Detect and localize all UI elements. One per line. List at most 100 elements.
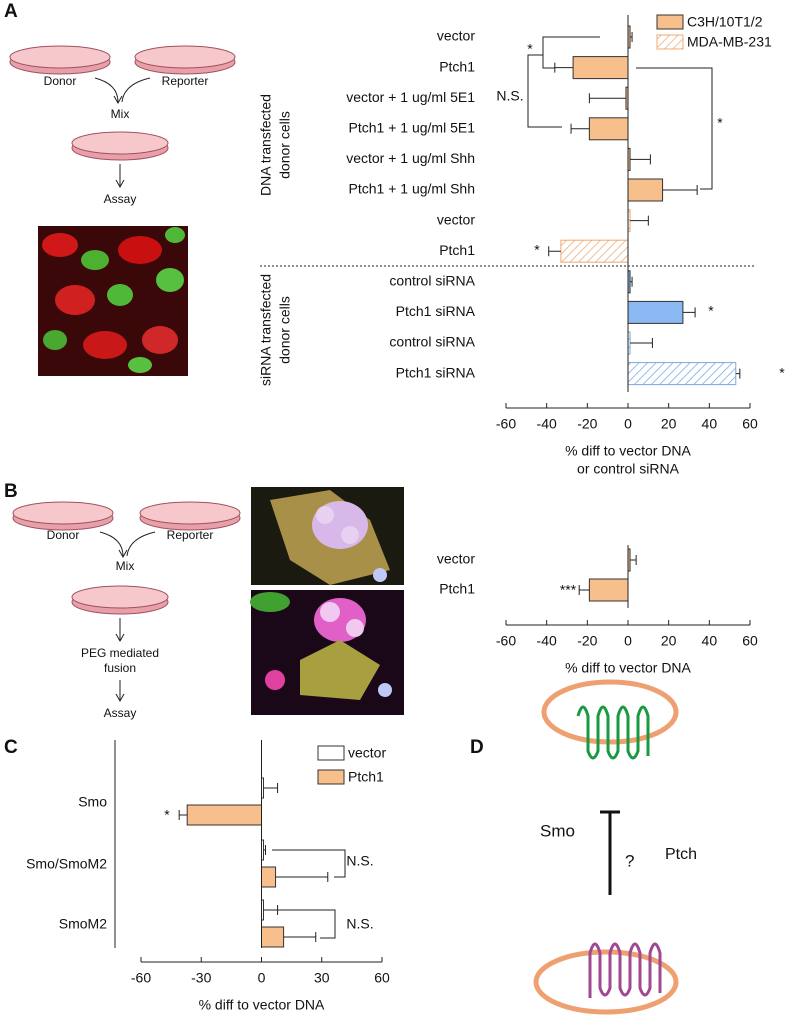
bar (261, 926, 285, 948)
bracket (542, 36, 600, 69)
annotation: * (534, 242, 540, 258)
diagram-label: Reporter (162, 74, 209, 88)
error-bar (283, 932, 317, 942)
error-bar (630, 154, 651, 165)
dish (12, 501, 114, 531)
diagram-label: Assay (104, 192, 137, 206)
error-bar (682, 307, 696, 318)
y-tick-label: SmoM2 (59, 916, 107, 932)
dish (134, 45, 236, 75)
bar (186, 804, 262, 826)
error-bar (662, 185, 698, 195)
error-bar (275, 872, 329, 882)
legend-label: Ptch1 (348, 769, 384, 785)
diagram-label: Assay (104, 706, 137, 720)
legend-swatch (656, 14, 684, 30)
x-axis-title: % diff to vector DNA (199, 997, 325, 1013)
error-bar (578, 585, 590, 595)
y-tick-label: Ptch1 + 1 ug/ml 5E1 (349, 120, 476, 136)
diagram-label: ? (625, 851, 634, 870)
group-label: donor cells (277, 296, 293, 364)
error-bar (630, 32, 633, 42)
bar (627, 362, 737, 386)
y-tick-label: Ptch1 + 1 ug/ml Shh (349, 181, 475, 197)
diagram-label: PEG mediated (81, 646, 159, 660)
x-tick-label: 60 (742, 633, 758, 649)
membrane-diagram (533, 679, 679, 1015)
error-bar (263, 783, 279, 793)
error-bar (263, 905, 279, 915)
annotation: *** (560, 582, 577, 598)
bracket (272, 849, 346, 878)
bar (627, 178, 664, 202)
panel-label: B (4, 481, 18, 502)
x-tick-label: 20 (661, 633, 677, 649)
error-bar (554, 62, 574, 73)
arrow (115, 680, 125, 703)
annotation: N.S. (496, 88, 523, 104)
x-tick-label: -60 (131, 970, 151, 986)
annotation: N.S. (346, 853, 373, 869)
bracket (636, 67, 713, 190)
arrow (115, 164, 125, 189)
bracket (527, 54, 562, 128)
x-tick-label: -20 (577, 633, 597, 649)
diagram-label: Reporter (167, 528, 214, 542)
x-tick-label: 0 (624, 633, 632, 649)
diagram-label: Donor (47, 528, 80, 542)
bar (588, 117, 629, 141)
error-bar (263, 845, 267, 855)
x-axis-title: % diff to vector DNA (565, 443, 691, 459)
y-tick-label: Ptch1 (439, 58, 475, 74)
x-tick-label: 0 (624, 416, 632, 432)
y-tick-label: Smo (78, 794, 107, 810)
legend-swatch (317, 769, 345, 785)
x-tick-label: 0 (258, 970, 266, 986)
diagram-label: Donor (44, 74, 77, 88)
legend-swatch (317, 745, 345, 761)
error-bar (630, 555, 637, 565)
bar (261, 866, 277, 888)
group-label: DNA transfected (258, 94, 274, 196)
x-axis-title: or control siRNA (577, 461, 680, 477)
error-bar (588, 93, 626, 104)
dish (71, 585, 169, 615)
x-tick-label: 40 (702, 416, 718, 432)
error-bar (630, 215, 649, 226)
x-axis-title: % diff to vector DNA (565, 660, 691, 676)
diagram-label: Smo (540, 821, 575, 840)
y-tick-label: Ptch1 siRNA (396, 364, 476, 380)
x-tick-label: 30 (314, 970, 330, 986)
y-tick-label: Ptch1 (439, 242, 475, 258)
bracket (272, 909, 336, 939)
legend-label: MDA-MB-231 (687, 34, 772, 50)
y-tick-label: vector + 1 ug/ml 5E1 (346, 89, 475, 105)
y-tick-label: Smo/SmoM2 (26, 856, 107, 872)
x-tick-label: -30 (191, 970, 211, 986)
panel-label: D (470, 737, 484, 758)
error-bar (178, 810, 188, 820)
arrow (115, 618, 125, 643)
annotation: * (779, 365, 785, 381)
x-tick-label: 60 (374, 970, 390, 986)
y-tick-label: Ptch1 (439, 581, 475, 597)
arrow (99, 531, 156, 559)
error-bar (735, 368, 741, 379)
error-bar (630, 276, 633, 287)
group-label: siRNA transfected (258, 274, 274, 386)
legend-swatch (656, 34, 684, 50)
y-tick-label: vector (437, 28, 475, 44)
error-bar (548, 246, 561, 257)
bar (588, 578, 629, 602)
dish (9, 45, 111, 75)
dish (71, 131, 169, 161)
diagram-label: Ptch (665, 846, 697, 863)
y-tick-label: control siRNA (389, 273, 475, 289)
x-tick-label: 40 (702, 633, 718, 649)
legend-label: C3H/10T1/2 (687, 14, 763, 30)
annotation: * (527, 41, 533, 57)
annotation: N.S. (346, 916, 373, 932)
x-tick-label: -40 (537, 633, 557, 649)
y-tick-label: vector (437, 551, 475, 567)
